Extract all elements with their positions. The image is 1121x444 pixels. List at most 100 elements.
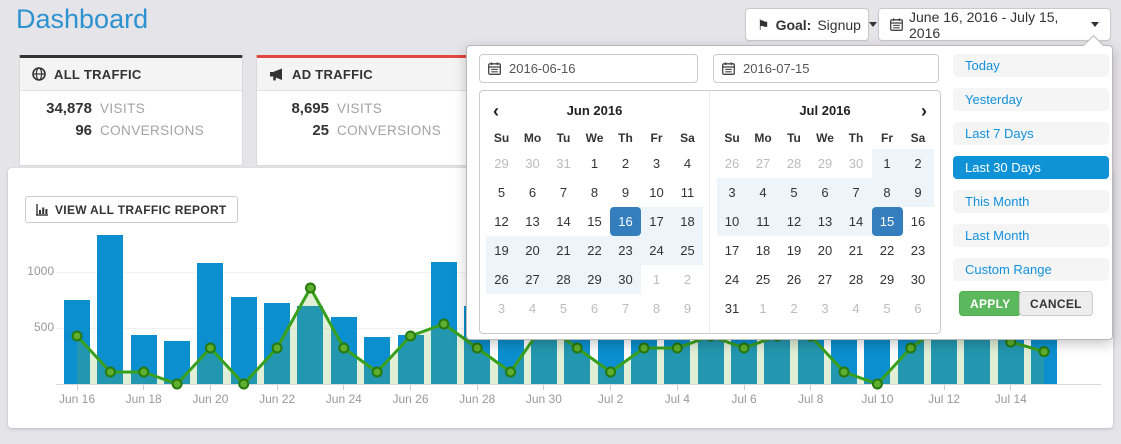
calendar-day[interactable]: 14 xyxy=(840,207,872,236)
calendar-day[interactable]: 28 xyxy=(548,265,579,294)
calendar-day[interactable]: 1 xyxy=(871,149,903,178)
range-option-this-month[interactable]: This Month xyxy=(953,190,1109,213)
calendar-day[interactable]: 27 xyxy=(755,156,771,171)
calendar-day[interactable]: 4 xyxy=(528,301,537,316)
calendar-day[interactable]: 1 xyxy=(652,272,661,287)
calendar-day[interactable]: 7 xyxy=(840,178,872,207)
calendar-day[interactable]: 2 xyxy=(790,301,798,316)
calendar-day[interactable]: 9 xyxy=(902,178,934,207)
range-option-last-month[interactable]: Last Month xyxy=(953,224,1109,247)
calendar-day[interactable]: 25 xyxy=(755,272,771,287)
calendar-day[interactable]: 13 xyxy=(525,214,540,229)
calendar-day[interactable]: 16 xyxy=(910,214,926,229)
end-date-field[interactable] xyxy=(741,60,930,77)
apply-button[interactable]: APPLY xyxy=(959,291,1022,316)
calendar-day[interactable]: 15 xyxy=(871,207,903,236)
chevron-left-icon[interactable]: ‹ xyxy=(493,101,499,121)
calendar-day[interactable]: 2 xyxy=(683,272,692,287)
calendar-day[interactable]: 5 xyxy=(559,301,568,316)
calendar-day[interactable]: 5 xyxy=(778,178,810,207)
calendar-day[interactable]: 5 xyxy=(883,301,891,316)
calendar-day[interactable]: 3 xyxy=(821,301,829,316)
calendar-day[interactable]: 31 xyxy=(556,156,571,171)
calendar-day[interactable]: 3 xyxy=(652,156,661,171)
calendar-day[interactable]: 26 xyxy=(786,272,802,287)
calendar-day[interactable]: 31 xyxy=(724,301,740,316)
calendar-day[interactable]: 30 xyxy=(910,272,926,287)
calendar-day[interactable]: 21 xyxy=(848,243,864,258)
date-range-button[interactable]: June 16, 2016 - July 15, 2016 xyxy=(878,8,1111,41)
calendar-day[interactable]: 22 xyxy=(579,236,610,265)
start-date-field[interactable] xyxy=(507,60,689,77)
calendar-day[interactable]: 4 xyxy=(683,156,692,171)
goal-selector-button[interactable]: ⚑ Goal: Signup xyxy=(745,8,877,41)
calendar-day[interactable]: 20 xyxy=(517,236,548,265)
calendar-day[interactable]: 19 xyxy=(486,236,517,265)
calendar-day[interactable]: 6 xyxy=(528,185,537,200)
calendar-day[interactable]: 30 xyxy=(610,265,641,294)
calendar-day[interactable]: 6 xyxy=(590,301,599,316)
calendar-day[interactable]: 20 xyxy=(817,243,833,258)
calendar-day[interactable]: 6 xyxy=(914,301,922,316)
range-option-last-30-days[interactable]: Last 30 Days xyxy=(953,156,1109,179)
calendar-day[interactable]: 8 xyxy=(652,301,661,316)
calendar-day[interactable]: 21 xyxy=(548,236,579,265)
calendar-day[interactable]: 12 xyxy=(778,207,810,236)
calendar-day[interactable]: 9 xyxy=(621,185,630,200)
calendar-day[interactable]: 17 xyxy=(724,243,740,258)
calendar-day[interactable]: 23 xyxy=(910,243,926,258)
calendar-day[interactable]: 12 xyxy=(494,214,509,229)
calendar-day[interactable]: 11 xyxy=(680,185,695,200)
calendar-day[interactable]: 4 xyxy=(852,301,860,316)
calendar-day[interactable]: 19 xyxy=(786,243,802,258)
calendar-day[interactable]: 7 xyxy=(559,185,568,200)
calendar-day[interactable]: 25 xyxy=(672,236,703,265)
calendar-day[interactable]: 26 xyxy=(724,156,740,171)
calendar-day[interactable]: 3 xyxy=(716,178,748,207)
calendar-day[interactable]: 9 xyxy=(683,301,692,316)
calendar-day[interactable]: 10 xyxy=(649,185,664,200)
calendar-day[interactable]: 17 xyxy=(641,207,672,236)
calendar-day[interactable]: 24 xyxy=(724,272,740,287)
calendar-day[interactable]: 29 xyxy=(817,156,833,171)
range-option-custom-range[interactable]: Custom Range xyxy=(953,258,1109,281)
calendar-day[interactable]: 7 xyxy=(621,301,630,316)
chevron-right-icon[interactable]: › xyxy=(921,101,927,121)
calendar-day[interactable]: 2 xyxy=(621,156,630,171)
calendar-day[interactable]: 2 xyxy=(902,149,934,178)
range-option-yesterday[interactable]: Yesterday xyxy=(953,88,1109,111)
calendar-day[interactable]: 29 xyxy=(494,156,509,171)
calendar-day[interactable]: 28 xyxy=(848,272,864,287)
range-option-today[interactable]: Today xyxy=(953,54,1109,77)
calendar-day[interactable]: 27 xyxy=(817,272,833,287)
view-all-traffic-report-button[interactable]: VIEW ALL TRAFFIC REPORT xyxy=(25,196,238,223)
calendar-day[interactable]: 1 xyxy=(759,301,767,316)
calendar-day[interactable]: 22 xyxy=(879,243,895,258)
calendar-day[interactable]: 29 xyxy=(579,265,610,294)
calendar-day[interactable]: 18 xyxy=(755,243,771,258)
cancel-button[interactable]: CANCEL xyxy=(1019,291,1093,316)
calendar-day[interactable]: 13 xyxy=(809,207,841,236)
calendar-day[interactable]: 27 xyxy=(517,265,548,294)
calendar-day[interactable]: 16 xyxy=(610,207,641,236)
calendar-day[interactable]: 14 xyxy=(556,214,571,229)
calendar-day[interactable]: 26 xyxy=(486,265,517,294)
calendar-day[interactable]: 5 xyxy=(497,185,506,200)
calendar-day[interactable]: 4 xyxy=(747,178,779,207)
calendar-day[interactable]: 30 xyxy=(848,156,864,171)
end-date-input[interactable] xyxy=(713,54,939,83)
calendar-day[interactable]: 24 xyxy=(641,236,672,265)
calendar-day[interactable]: 18 xyxy=(672,207,703,236)
calendar-day[interactable]: 1 xyxy=(590,156,599,171)
calendar-day[interactable]: 11 xyxy=(747,207,779,236)
calendar-day[interactable]: 29 xyxy=(879,272,895,287)
calendar-day[interactable]: 3 xyxy=(497,301,506,316)
start-date-input[interactable] xyxy=(479,54,698,83)
calendar-day[interactable]: 8 xyxy=(590,185,599,200)
calendar-day[interactable]: 8 xyxy=(871,178,903,207)
calendar-day[interactable]: 6 xyxy=(809,178,841,207)
calendar-day[interactable]: 15 xyxy=(587,214,602,229)
calendar-day[interactable]: 30 xyxy=(525,156,540,171)
calendar-day[interactable]: 23 xyxy=(610,236,641,265)
calendar-day[interactable]: 10 xyxy=(716,207,748,236)
